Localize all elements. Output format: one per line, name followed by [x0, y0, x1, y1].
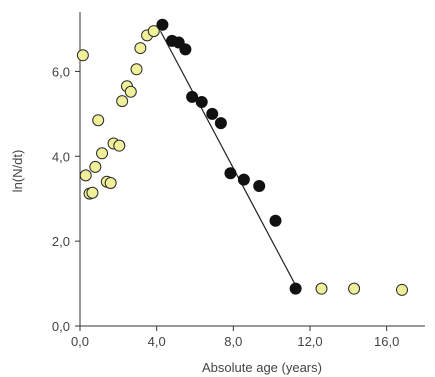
black-data-point: [206, 107, 219, 120]
y-axis-label: ln(N/dt): [10, 150, 25, 193]
trend-line: [159, 30, 296, 284]
yellow-data-point: [130, 63, 143, 76]
yellow-data-point: [79, 169, 92, 182]
black-data-point: [195, 95, 208, 108]
yellow-data-point: [147, 25, 160, 38]
black-data-point: [269, 214, 282, 227]
yellow-data-point: [134, 42, 147, 55]
x-tick-label: 0,0: [71, 334, 89, 349]
yellow-data-point: [76, 49, 89, 62]
yellow-data-point: [124, 85, 137, 98]
x-tick-label: 12,0: [297, 334, 322, 349]
yellow-data-point: [315, 282, 328, 295]
y-tick-label: 4,0: [52, 149, 70, 164]
yellow-data-point: [86, 186, 99, 199]
trendline-layer: [159, 30, 296, 284]
black-data-point: [214, 117, 227, 130]
yellow-data-point: [89, 160, 102, 173]
x-tick-label: 8,0: [224, 334, 242, 349]
black-data-point: [289, 282, 302, 295]
x-tick-label: 4,0: [148, 334, 166, 349]
yellow-data-point: [348, 282, 361, 295]
x-axis-label: Absolute age (years): [202, 360, 322, 375]
black-data-point: [186, 90, 199, 103]
points-layer: [76, 18, 408, 296]
ticks: 0,0 4,0 8,0 12,0 16,0 0,0 2,0 4,0 6,0: [52, 64, 399, 349]
y-tick-label: 2,0: [52, 234, 70, 249]
yellow-data-point: [96, 147, 109, 160]
yellow-data-point: [92, 114, 105, 127]
black-data-point: [253, 179, 266, 192]
y-tick-label: 0,0: [52, 319, 70, 334]
y-tick-label: 6,0: [52, 64, 70, 79]
yellow-data-point: [116, 95, 129, 108]
black-data-point: [179, 43, 192, 56]
yellow-data-point: [113, 139, 126, 152]
x-tick-label: 16,0: [374, 334, 399, 349]
axes: [79, 12, 425, 327]
black-data-point: [224, 167, 237, 180]
black-data-point: [156, 18, 169, 31]
yellow-data-point: [396, 283, 408, 296]
yellow-data-point: [104, 177, 117, 190]
black-data-point: [237, 173, 250, 186]
